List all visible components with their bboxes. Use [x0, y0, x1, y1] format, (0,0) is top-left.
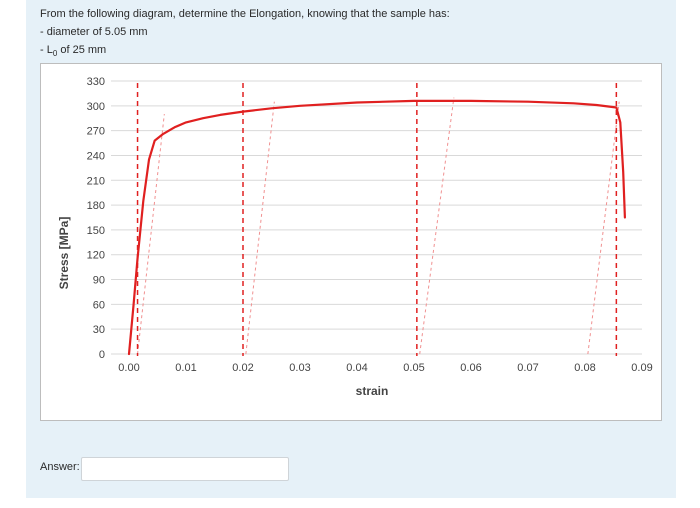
unloading-lines-layer — [137, 97, 620, 355]
l0-subscript: 0 — [52, 49, 58, 59]
x-tick-label: 0.01 — [175, 362, 196, 374]
x-tick-label: 0.06 — [460, 362, 481, 374]
chart-svg: 0 30 60 90 120 150 180 210 240 270 300 330 0.00 0.01… — [57, 76, 653, 398]
stress-strain-chart: 0 30 60 90 120 150 180 210 240 270 300 330 0.00 0.01… — [40, 63, 662, 421]
y-tick-labels: 0 30 60 90 120 150 180 210 240 270 300 330 — [87, 76, 105, 361]
x-tick-label: 0.00 — [118, 362, 139, 374]
x-tick-label: 0.02 — [232, 362, 253, 374]
y-axis-label: Stress [MPa] — [57, 217, 71, 290]
grid-layer — [111, 80, 642, 355]
y-tick-label: 240 — [87, 150, 105, 162]
answer-label: Answer: — [40, 461, 80, 473]
x-tick-label: 0.08 — [574, 362, 595, 374]
y-tick-label: 270 — [87, 126, 105, 138]
unloading-line-1 — [137, 114, 165, 355]
x-axis-label: strain — [356, 384, 389, 398]
l0-line: - L0 of 25 mm — [40, 44, 106, 58]
x-tick-label: 0.03 — [289, 362, 310, 374]
stress-strain-curve — [127, 99, 627, 356]
y-tick-label: 150 — [87, 225, 105, 237]
l0-suffix: of 25 mm — [57, 44, 107, 56]
vertical-markers-layer — [136, 83, 618, 356]
question-intro: From the following diagram, determine th… — [40, 8, 450, 20]
x-tick-label: 0.04 — [346, 362, 367, 374]
x-tick-label: 0.07 — [517, 362, 538, 374]
unloading-line-2 — [245, 101, 275, 355]
unloading-line-4 — [587, 101, 620, 355]
diameter-line: - diameter of 5.05 mm — [40, 26, 148, 38]
y-tick-label: 90 — [93, 275, 105, 287]
y-tick-label: 210 — [87, 175, 105, 187]
y-tick-label: 60 — [93, 299, 105, 311]
unloading-line-3 — [419, 97, 455, 355]
x-tick-label: 0.09 — [631, 362, 652, 374]
y-tick-label: 120 — [87, 250, 105, 262]
y-tick-label: 330 — [87, 76, 105, 88]
y-tick-label: 30 — [93, 324, 105, 336]
x-tick-label: 0.05 — [403, 362, 424, 374]
y-tick-label: 0 — [99, 349, 105, 361]
answer-input[interactable] — [81, 457, 289, 481]
curve-layer — [127, 99, 627, 356]
l0-prefix: - L — [40, 44, 53, 56]
question-panel: From the following diagram, determine th… — [26, 0, 676, 498]
x-tick-labels: 0.00 0.01 0.02 0.03 0.04 0.05 0.06 0.07 0.08 0.09 — [118, 362, 652, 374]
y-tick-label: 300 — [87, 101, 105, 113]
y-tick-label: 180 — [87, 200, 105, 212]
